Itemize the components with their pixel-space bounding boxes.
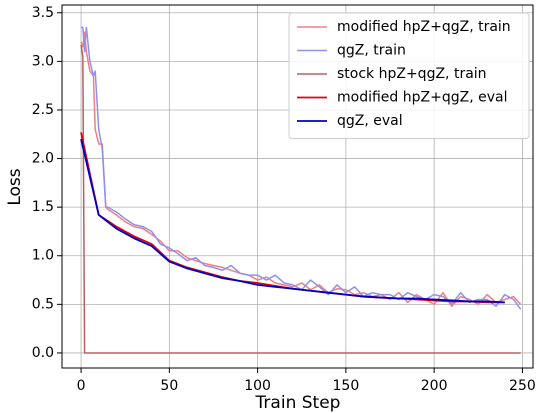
legend-label: qgZ, eval (337, 113, 403, 129)
y-axis-label: Loss (5, 168, 25, 205)
x-tick-label: 50 (160, 378, 178, 394)
y-tick-label: 0.0 (32, 345, 54, 361)
y-tick-label: 1.5 (32, 199, 54, 215)
legend-label: modified hpZ+qgZ, eval (337, 90, 507, 106)
plot-frame (61, 4, 534, 369)
x-tick-label: 150 (333, 378, 360, 394)
x-tick-label: 200 (421, 378, 448, 394)
legend: modified hpZ+qgZ, train qgZ, train stock h… (288, 12, 530, 139)
y-tick-label: 1.0 (32, 248, 54, 264)
series-line (80, 132, 505, 304)
series-line (80, 138, 505, 304)
plot-lines (80, 26, 522, 354)
y-tick-label: 2.5 (32, 102, 54, 118)
legend-label: modified hpZ+qgZ, train (337, 19, 511, 35)
y-tick-label: 2.0 (32, 151, 54, 167)
x-axis-label: Train Step (255, 393, 341, 413)
y-tick-label: 3.5 (32, 5, 54, 21)
series-line (80, 44, 521, 354)
series-line (80, 31, 522, 308)
legend-label: stock hpZ+qgZ, train (337, 66, 487, 82)
legend-label: qgZ, train (337, 43, 406, 59)
legend-frame (288, 12, 530, 139)
x-tick-label: 250 (509, 378, 536, 394)
series-line (81, 26, 522, 310)
y-tick-label: 3.0 (32, 53, 54, 69)
x-tick-label: 100 (244, 378, 271, 394)
y-tick-label: 0.5 (32, 296, 54, 312)
x-tick-label: 0 (77, 378, 86, 394)
